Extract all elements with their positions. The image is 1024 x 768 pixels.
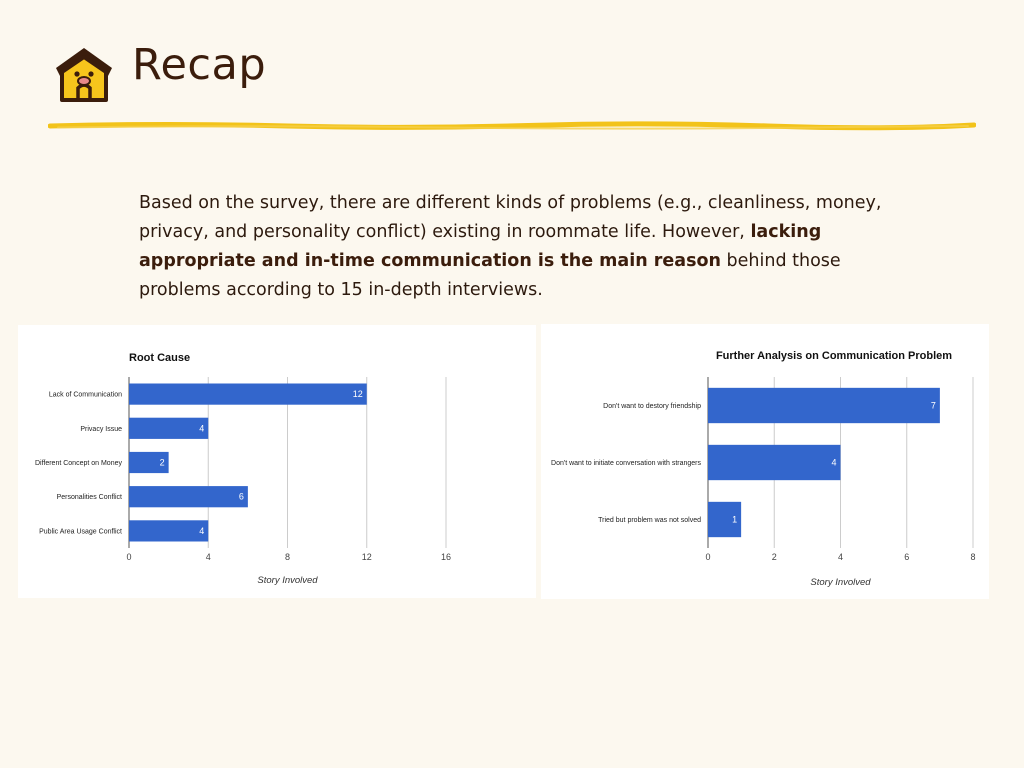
house-dog-logo-icon [50,44,118,104]
x-axis-label: Story Involved [257,575,318,586]
page-title: Recap [132,40,267,90]
x-tick-label-6: 6 [904,552,909,562]
summary-intro: Based on the survey, there are different… [139,193,882,242]
x-tick-label-4: 4 [206,552,211,562]
x-tick-label-8: 8 [970,552,975,562]
bar-personalities-conflict [129,486,248,508]
chart-title: Further Analysis on Communication Proble… [716,350,952,362]
bar-tried-but-problem-was-not-solved [708,501,742,538]
x-axis-label: Story Involved [810,577,871,588]
bar-don-t-want-to-destory-friendship [708,387,940,424]
category-label-privacy-issue: Privacy Issue [80,426,122,433]
data-label-tried-but-problem-was-not-solved: 1 [732,515,737,525]
data-label-public-area-usage-conflict: 4 [199,526,204,536]
x-tick-label-12: 12 [362,552,372,562]
data-label-don-t-want-to-destory-friendship: 7 [931,401,936,411]
summary-emphasis: lacking appropriate and in-time communic… [139,222,822,271]
chart-title: Root Cause [129,352,190,364]
summary-paragraph: Based on the survey, there are different… [139,189,909,305]
category-label-don-t-want-to-initiate-conversation-with-strangers: Don't want to initiate conversation with… [551,460,701,467]
x-tick-label-8: 8 [285,552,290,562]
title-underline-divider [47,117,977,131]
data-label-personalities-conflict: 6 [239,492,244,502]
data-label-don-t-want-to-initiate-conversation-with-strangers: 4 [831,458,836,468]
x-tick-label-16: 16 [441,552,451,562]
bar-public-area-usage-conflict [129,520,209,542]
data-label-lack-of-communication: 12 [353,389,363,399]
summary-outro: behind those problems according to 15 in… [139,251,841,300]
category-label-personalities-conflict: Personalities Conflict [57,494,122,501]
x-tick-label-0: 0 [126,552,131,562]
x-tick-label-2: 2 [772,552,777,562]
x-tick-label-4: 4 [838,552,843,562]
category-label-lack-of-communication: Lack of Communication [49,392,122,399]
category-label-tried-but-problem-was-not-solved: Tried but problem was not solved [598,517,701,524]
category-label-public-area-usage-conflict: Public Area Usage Conflict [39,528,122,535]
data-label-different-concept-on-money: 2 [160,458,165,468]
bar-lack-of-communication [129,383,367,405]
category-label-different-concept-on-money: Different Concept on Money [35,460,123,467]
communication-analysis-chart-svg: Further Analysis on Communication Proble… [551,350,975,588]
category-label-don-t-want-to-destory-friendship: Don't want to destory friendship [603,403,701,410]
bar-don-t-want-to-initiate-conversation-with-strangers [708,444,841,481]
communication-analysis-chart: Further Analysis on Communication Proble… [541,324,989,599]
root-cause-chart: Root Cause 0 4 8 12 16 12 Lack of Communication… [18,325,536,598]
x-tick-label-0: 0 [705,552,710,562]
bar-privacy-issue [129,417,209,439]
root-cause-chart-svg: Root Cause 0 4 8 12 16 12 Lack of Communication… [35,352,451,586]
data-label-privacy-issue: 4 [199,423,204,433]
bar-different-concept-on-money [129,451,169,474]
